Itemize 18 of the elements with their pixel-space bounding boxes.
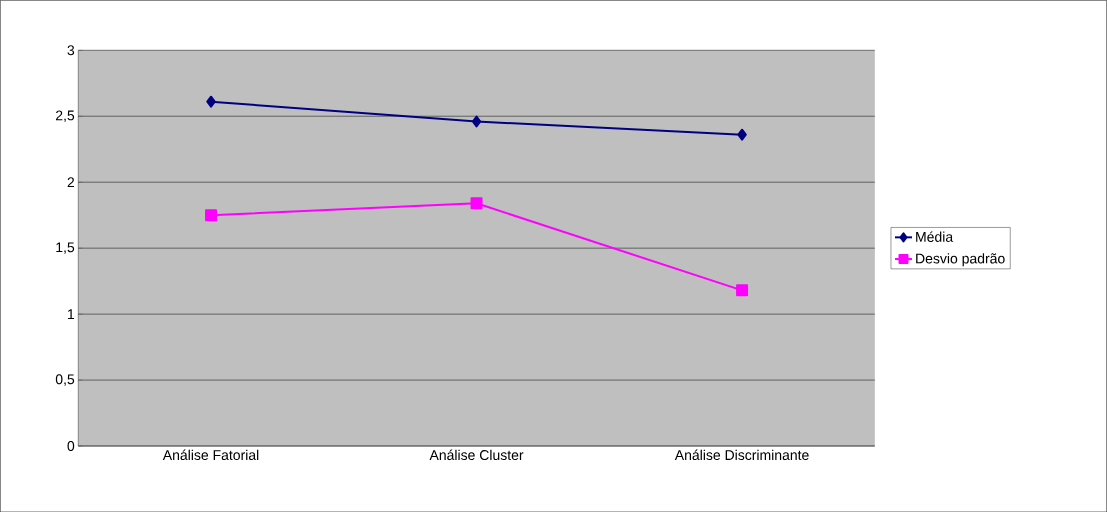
y-tick-label: 1,5 [56,242,75,254]
point [470,197,483,210]
x-tick-label: Análise Discriminante [674,449,809,460]
point [737,128,747,141]
y-tick-label: 3 [67,45,75,56]
x-tick-label: Análise Cluster [429,449,524,460]
point [471,115,482,128]
y-tick-label: 0,5 [55,374,75,386]
x-tick-label: Análise Fatorial [162,449,259,460]
point [736,284,749,297]
y-tick-label: 0 [67,440,75,451]
point [206,95,216,108]
legend-label: Média [916,231,954,242]
y-tick-label: 1 [68,309,75,319]
legend-label: Desvio padrão [916,253,1005,267]
point [205,209,218,222]
y-tick-label: 2,5 [55,110,75,122]
y-tick-label: 2 [67,177,75,187]
